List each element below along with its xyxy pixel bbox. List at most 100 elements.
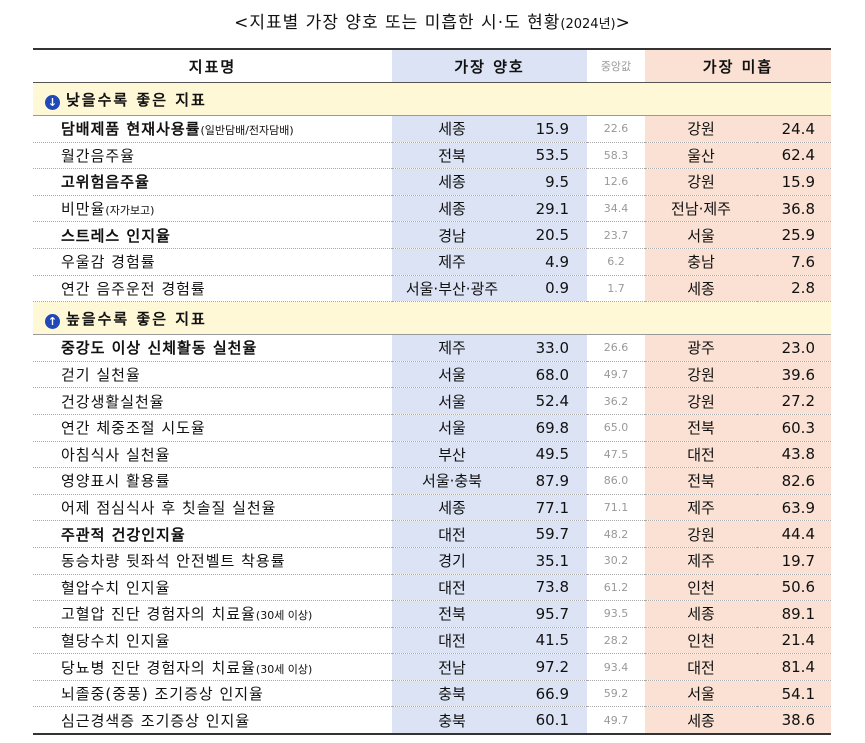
median-value: 26.6 — [587, 334, 645, 362]
best-region: 충북 — [392, 680, 512, 708]
worst-value: 62.4 — [757, 142, 831, 170]
best-region: 서울 — [392, 361, 512, 389]
worst-value: 38.6 — [757, 706, 831, 736]
indicator-name: 아침식사 실천율 — [33, 441, 392, 469]
best-value: 9.5 — [512, 168, 587, 196]
worst-region: 세종 — [645, 706, 757, 736]
table-row: 중강도 이상 신체활동 실천율 제주 33.0 26.6 광주 23.0 — [33, 334, 831, 362]
table-row: 연간 체중조절 시도율 서울 69.8 65.0 전북 60.3 — [33, 414, 831, 442]
indicator-name: 당뇨병 진단 경험자의 치료율(30세 이상) — [33, 653, 392, 681]
worst-region: 강원 — [645, 361, 757, 389]
indicator-label: 뇌졸중(중풍) 조기증상 인지율 — [61, 685, 264, 704]
worst-value: 43.8 — [757, 441, 831, 469]
worst-region: 인천 — [645, 574, 757, 602]
indicator-name: 연간 체중조절 시도율 — [33, 414, 392, 442]
best-value: 35.1 — [512, 547, 587, 575]
best-region: 세종 — [392, 195, 512, 223]
worst-region: 서울 — [645, 221, 757, 249]
indicator-name: 어제 점심식사 후 칫솔질 실천율 — [33, 494, 392, 522]
best-value: 4.9 — [512, 248, 587, 276]
median-value: 1.7 — [587, 275, 645, 303]
table-row: 혈당수치 인지율 대전 41.5 28.2 인천 21.4 — [33, 627, 831, 655]
median-value: 23.7 — [587, 221, 645, 249]
worst-value: 50.6 — [757, 574, 831, 602]
indicator-name: 중강도 이상 신체활동 실천율 — [33, 334, 392, 362]
indicator-name: 고혈압 진단 경험자의 치료율(30세 이상) — [33, 600, 392, 628]
best-region: 서울·부산·광주 — [392, 275, 512, 303]
best-value: 60.1 — [512, 706, 587, 736]
header-worst: 가장 미흡 — [645, 48, 831, 83]
table-row: 스트레스 인지율 경남 20.5 23.7 서울 25.9 — [33, 221, 831, 249]
table-row: 고위험음주율 세종 9.5 12.6 강원 15.9 — [33, 168, 831, 196]
arrow-up-icon: ↑ — [45, 313, 60, 329]
indicator-label: 중강도 이상 신체활동 실천율 — [61, 339, 258, 358]
title-year: (2024년) — [560, 17, 616, 32]
best-region: 부산 — [392, 441, 512, 469]
indicator-name: 동승차량 뒷좌석 안전벨트 착용률 — [33, 547, 392, 575]
header-indicator-name: 지표명 — [33, 48, 392, 83]
best-region: 대전 — [392, 574, 512, 602]
best-value: 97.2 — [512, 653, 587, 681]
worst-region: 강원 — [645, 115, 757, 143]
worst-value: 89.1 — [757, 600, 831, 628]
indicator-label: 주관적 건강인지율 — [61, 525, 186, 544]
indicator-name: 영양표시 활용률 — [33, 467, 392, 495]
worst-value: 39.6 — [757, 361, 831, 389]
median-value: 71.1 — [587, 494, 645, 522]
indicator-label: 비만율 — [61, 200, 106, 219]
worst-value: 27.2 — [757, 387, 831, 415]
worst-value: 7.6 — [757, 248, 831, 276]
best-value: 59.7 — [512, 520, 587, 548]
indicator-label: 심근경색증 조기증상 인지율 — [61, 711, 251, 730]
header-best: 가장 양호 — [392, 48, 587, 83]
section-header: ↓ 낮을수록 좋은 지표 — [33, 82, 831, 116]
indicator-label: 영양표시 활용률 — [61, 472, 171, 491]
table-row: 심근경색증 조기증상 인지율 충북 60.1 49.7 세종 38.6 — [33, 706, 831, 736]
best-region: 제주 — [392, 334, 512, 362]
indicator-name: 비만율(자가보고) — [33, 195, 392, 223]
worst-region: 세종 — [645, 275, 757, 303]
median-value: 6.2 — [587, 248, 645, 276]
worst-value: 63.9 — [757, 494, 831, 522]
best-region: 세종 — [392, 168, 512, 196]
indicator-name: 연간 음주운전 경험률 — [33, 275, 392, 303]
worst-region: 서울 — [645, 680, 757, 708]
median-value: 59.2 — [587, 680, 645, 708]
indicator-name: 심근경색증 조기증상 인지율 — [33, 706, 392, 736]
table-row: 우울감 경험률 제주 4.9 6.2 충남 7.6 — [33, 248, 831, 276]
indicator-label: 고위험음주율 — [61, 173, 150, 192]
header-median: 중앙값 — [587, 48, 645, 83]
best-region: 전남 — [392, 653, 512, 681]
section-header-row: ↑ 높을수록 좋은 지표 — [33, 301, 831, 336]
indicator-label: 월간음주율 — [61, 146, 136, 165]
median-value: 22.6 — [587, 115, 645, 143]
median-value: 49.7 — [587, 706, 645, 736]
median-value: 86.0 — [587, 467, 645, 495]
indicator-label: 담배제품 현재사용률 — [61, 120, 201, 139]
worst-region: 강원 — [645, 520, 757, 548]
indicator-name: 걷기 실천율 — [33, 361, 392, 389]
indicator-label: 걷기 실천율 — [61, 366, 141, 385]
table-header-row: 지표명 가장 양호 중앙값 가장 미흡 — [33, 48, 831, 83]
table-row: 고혈압 진단 경험자의 치료율(30세 이상) 전북 95.7 93.5 세종 89.1 — [33, 600, 831, 628]
median-value: 34.4 — [587, 195, 645, 223]
worst-region: 전북 — [645, 467, 757, 495]
median-value: 12.6 — [587, 168, 645, 196]
worst-value: 82.6 — [757, 467, 831, 495]
table-row: 연간 음주운전 경험률 서울·부산·광주 0.9 1.7 세종 2.8 — [33, 275, 831, 303]
table-body: ↓ 낮을수록 좋은 지표 담배제품 현재사용률(일반담배/전자담배) 세종 15.9 22… — [33, 82, 831, 736]
indicator-name: 월간음주율 — [33, 142, 392, 170]
table-row: 건강생활실천율 서울 52.4 36.2 강원 27.2 — [33, 387, 831, 415]
worst-value: 19.7 — [757, 547, 831, 575]
title-main: <지표별 가장 양호 또는 미흡한 시·도 현황 — [234, 13, 561, 33]
indicator-name: 주관적 건강인지율 — [33, 520, 392, 548]
section-label: 낮을수록 좋은 지표 — [66, 90, 207, 109]
table-row: 뇌졸중(중풍) 조기증상 인지율 충북 66.9 59.2 서울 54.1 — [33, 680, 831, 708]
worst-region: 광주 — [645, 334, 757, 362]
indicator-label: 연간 체중조절 시도율 — [61, 419, 206, 438]
best-region: 전북 — [392, 142, 512, 170]
worst-value: 24.4 — [757, 115, 831, 143]
indicator-name: 뇌졸중(중풍) 조기증상 인지율 — [33, 680, 392, 708]
indicator-name: 건강생활실천율 — [33, 387, 392, 415]
median-value: 58.3 — [587, 142, 645, 170]
